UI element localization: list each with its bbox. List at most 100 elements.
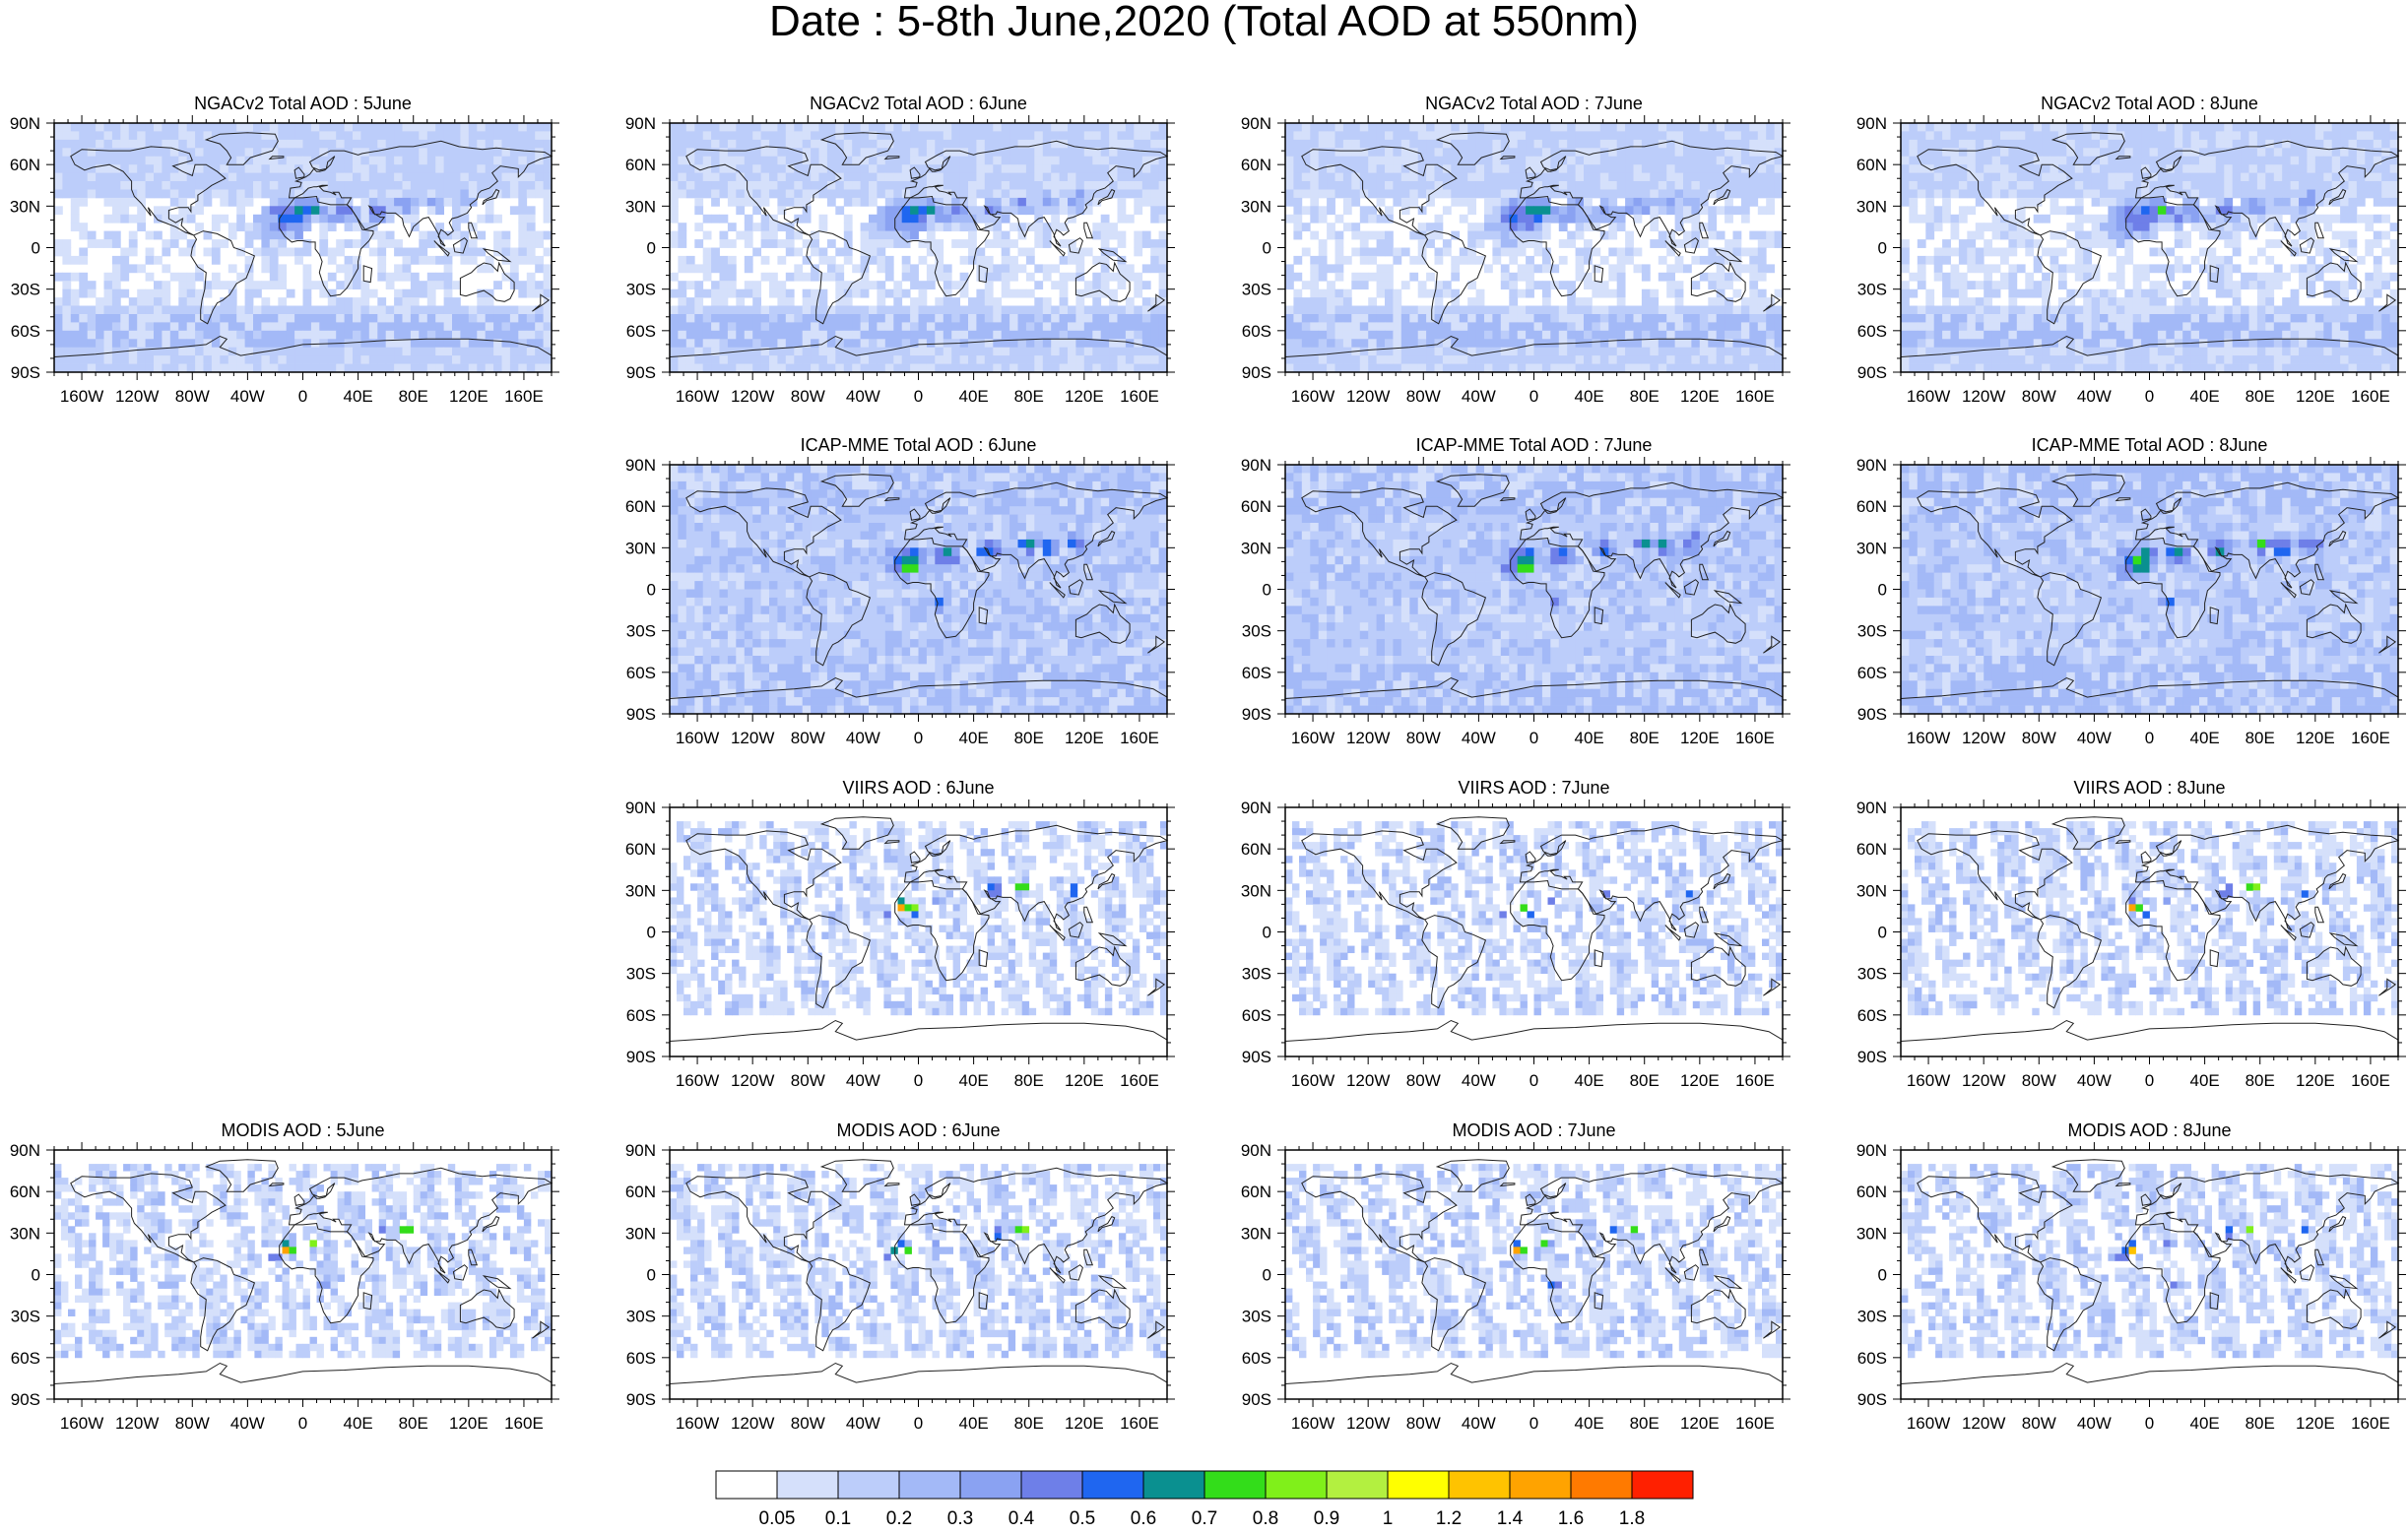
lat-tick-label: 0 (647, 924, 656, 942)
lat-tick-label: 30N (1856, 1224, 1887, 1243)
colorbar-box (1143, 1471, 1204, 1499)
lon-tick-label: 160E (1735, 387, 1775, 406)
lon-tick-label: 160E (1735, 729, 1775, 747)
lat-tick-label: 30N (625, 1224, 656, 1243)
lon-tick-label: 120E (1065, 387, 1104, 406)
lon-tick-label: 40E (2189, 729, 2219, 747)
lat-tick-label: 60N (625, 497, 656, 516)
lat-tick-label: 90N (1241, 1141, 1271, 1160)
lon-tick-label: 0 (914, 729, 923, 747)
coastline-island (2210, 950, 2218, 967)
lat-tick-label: 60S (1857, 322, 1887, 341)
lat-tick-label: 30N (1241, 539, 1271, 557)
lon-tick-label: 120W (1346, 1414, 1390, 1433)
lat-tick-label: 90N (1856, 114, 1887, 133)
lat-tick-label: 60N (625, 156, 656, 174)
colorbar-box (716, 1471, 777, 1499)
lon-tick-label: 120W (115, 1414, 159, 1433)
lon-tick-label: 160W (1907, 729, 1950, 747)
colorbar-label: 0.5 (1070, 1508, 1095, 1529)
lon-tick-label: 160E (1120, 1414, 1159, 1433)
lon-tick-label: 40W (1462, 1071, 1496, 1090)
lat-tick-label: 30N (1856, 197, 1887, 216)
lon-tick-label: 120E (2296, 1071, 2335, 1090)
colorbar-label: 1.8 (1619, 1508, 1645, 1529)
coastline-antarctica (670, 1364, 1167, 1384)
lon-tick-label: 80W (2022, 1414, 2056, 1433)
lon-tick-label: 160W (60, 387, 103, 406)
lon-tick-label: 80W (1406, 387, 1441, 406)
lon-tick-label: 160E (1735, 1414, 1775, 1433)
lat-tick-label: 30N (1856, 539, 1887, 557)
lat-tick-label: 90S (1242, 705, 1271, 724)
lon-tick-label: 120W (1346, 387, 1390, 406)
lon-tick-label: 40E (958, 1414, 988, 1433)
lon-tick-label: 40E (343, 387, 372, 406)
lat-tick-label: 90S (1857, 705, 1887, 724)
lat-tick-label: 0 (647, 239, 656, 258)
lon-tick-label: 160E (1120, 729, 1159, 747)
lon-tick-label: 40E (958, 387, 988, 406)
lon-tick-label: 160W (1291, 387, 1334, 406)
lon-tick-label: 80W (1406, 1414, 1441, 1433)
lon-tick-label: 80E (1630, 1071, 1660, 1090)
lon-tick-label: 120E (2296, 1414, 2335, 1433)
lon-tick-label: 120E (1065, 1071, 1104, 1090)
lon-tick-label: 160E (504, 1414, 544, 1433)
colorbar-box (838, 1471, 899, 1499)
lat-tick-label: 90S (11, 1390, 40, 1409)
lon-tick-label: 120W (731, 387, 774, 406)
lon-tick-label: 80E (1014, 387, 1044, 406)
colorbar-label: 1.6 (1558, 1508, 1584, 1529)
lat-tick-label: 90S (1857, 1390, 1887, 1409)
lat-tick-label: 60S (1242, 322, 1271, 341)
lon-tick-label: 160W (1291, 1071, 1334, 1090)
lat-tick-label: 90N (625, 114, 656, 133)
lat-tick-label: 30N (10, 197, 40, 216)
lon-tick-label: 120E (449, 1414, 488, 1433)
colorbar-box (1571, 1471, 1632, 1499)
lat-tick-label: 30N (1856, 881, 1887, 900)
aod-field (54, 123, 552, 372)
lon-tick-label: 120E (1065, 729, 1104, 747)
lon-tick-label: 120E (1065, 1414, 1104, 1433)
lon-tick-label: 160W (676, 729, 719, 747)
lon-tick-label: 40E (343, 1414, 372, 1433)
lat-tick-label: 30S (11, 281, 40, 299)
lon-tick-label: 40W (846, 1414, 880, 1433)
lat-tick-label: 0 (1878, 581, 1887, 600)
lat-tick-label: 30N (1241, 197, 1271, 216)
colorbar-label: 0.1 (825, 1508, 851, 1529)
lon-tick-label: 120W (1962, 1414, 2005, 1433)
lon-tick-label: 40E (2189, 1414, 2219, 1433)
coastline-island (1763, 979, 1780, 995)
coastline-island (363, 266, 371, 283)
lon-tick-label: 160W (1907, 1071, 1950, 1090)
lon-tick-label: 80W (175, 387, 210, 406)
lon-tick-label: 40E (1574, 387, 1603, 406)
lat-tick-label: 0 (1878, 924, 1887, 942)
lon-tick-label: 80W (2022, 729, 2056, 747)
lat-tick-label: 30S (626, 965, 656, 984)
lat-tick-label: 30S (1857, 281, 1887, 299)
lon-tick-label: 0 (1529, 1414, 1538, 1433)
lon-tick-label: 0 (914, 1071, 923, 1090)
lon-tick-label: 80E (399, 1414, 428, 1433)
lon-tick-label: 120W (731, 729, 774, 747)
lon-tick-label: 80E (2245, 387, 2275, 406)
lon-tick-label: 0 (298, 387, 307, 406)
lat-tick-label: 30S (626, 281, 656, 299)
lat-tick-label: 0 (1878, 239, 1887, 258)
lon-tick-label: 80W (791, 387, 825, 406)
lat-tick-label: 90S (626, 363, 656, 382)
lon-tick-label: 40W (230, 1414, 265, 1433)
